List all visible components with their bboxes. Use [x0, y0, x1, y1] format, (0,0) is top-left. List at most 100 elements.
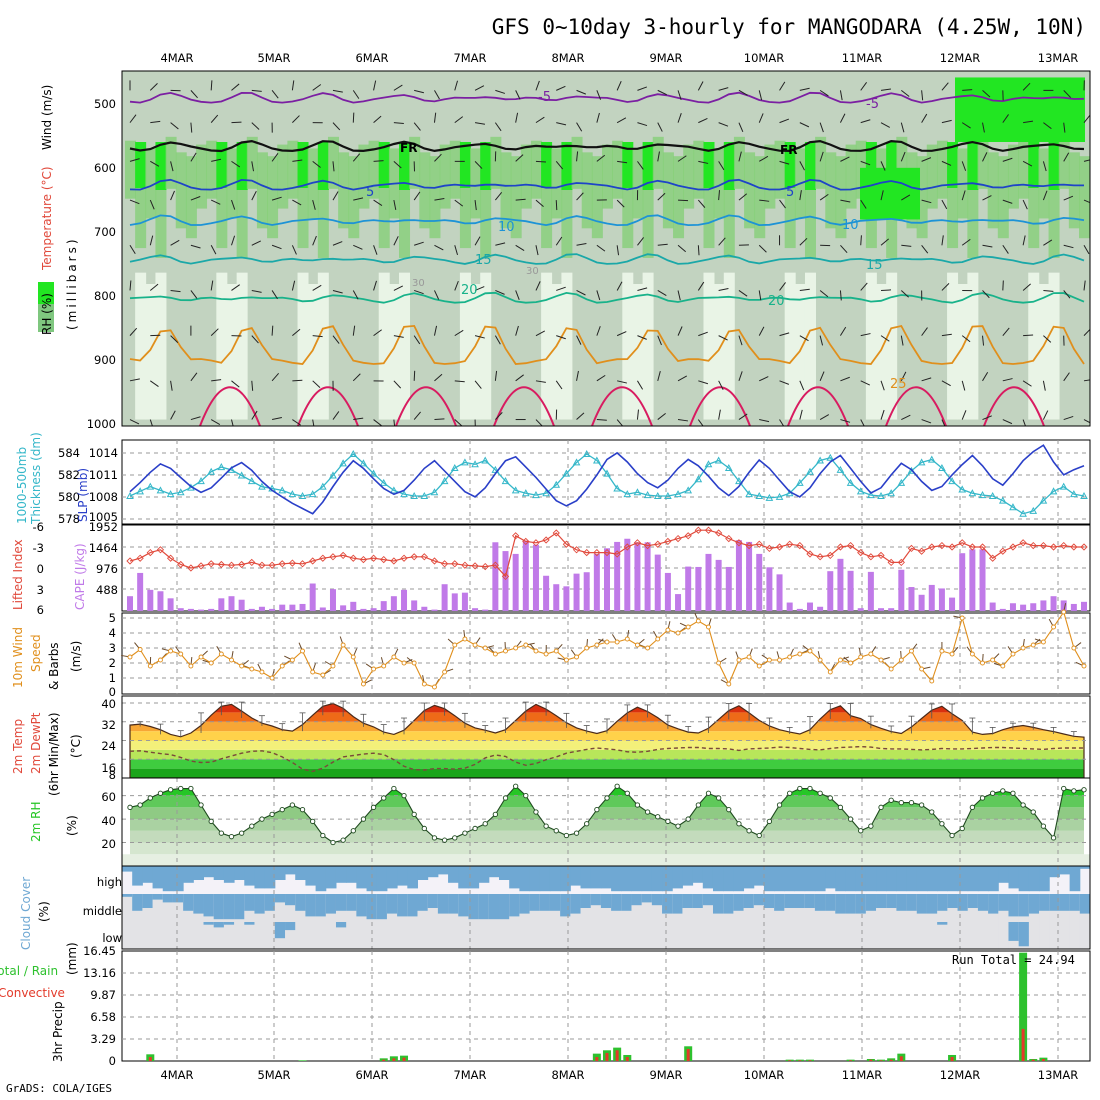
cape-bar: [248, 608, 255, 611]
wind-barb: [231, 199, 236, 210]
lifted-index-marker: [989, 554, 997, 562]
thickness-marker: [318, 482, 327, 490]
cloud-low-bg: [763, 922, 775, 949]
wind-barb: [880, 238, 890, 246]
wind-barb: [1042, 380, 1046, 391]
cape-bar: [959, 553, 966, 611]
wind-barb: [414, 89, 424, 94]
profile-ytick-800: 800: [94, 289, 116, 303]
wind-barb: [799, 237, 808, 246]
thickness-marker: [542, 489, 550, 497]
rh2m-marker: [1020, 802, 1026, 808]
contour-30-dome: [591, 386, 653, 426]
bottom-date-6: 10MAR: [744, 1068, 784, 1082]
cape-bar: [329, 589, 336, 611]
rh-wet-cell: [470, 148, 482, 219]
wind-barb: [1083, 114, 1090, 123]
wind-barb: [799, 409, 803, 420]
wind-barb: [860, 119, 871, 124]
wind-barb: [819, 193, 829, 201]
cloud-high-bar: [132, 866, 143, 886]
wind-barb: [332, 411, 340, 420]
bottom-date-axis: 4MAR 5MAR 6MAR 7MAR 8MAR 9MAR 10MAR 11MA…: [160, 1068, 1078, 1082]
wind10m-marker: [746, 654, 752, 660]
cape-bar: [421, 606, 428, 611]
rh2m-marker: [1010, 790, 1016, 796]
wind-barb: [393, 335, 404, 338]
cape-label: CAPE (J/kg): [73, 543, 87, 610]
wind-barb: [454, 419, 463, 426]
wind10m-marker: [716, 660, 722, 666]
cape-bar: [492, 542, 499, 611]
wind-barb: [535, 199, 544, 208]
cloud-high-bar: [1049, 866, 1060, 878]
wind-barb: [1002, 419, 1013, 425]
rh2m-marker: [655, 814, 661, 820]
lifted-index-marker: [369, 554, 378, 562]
wind-barb: [515, 374, 524, 382]
wind-barb: [555, 200, 558, 211]
cape-bar: [177, 608, 184, 611]
cloud-high-bar: [590, 866, 602, 889]
wind-barb: [840, 419, 851, 423]
wind-barb: [860, 333, 871, 337]
cape-bar: [532, 544, 539, 611]
wind-barb: [251, 240, 261, 246]
wind10m-marker: [574, 654, 580, 660]
lifted-index-marker: [643, 541, 652, 550]
cloud-high-bar: [193, 866, 205, 880]
rh-saturated-cell: [155, 142, 167, 190]
cloud-high-bar: [509, 866, 520, 889]
wind10m-marker: [391, 654, 397, 660]
thickness-marker: [816, 456, 824, 464]
lifted-index-marker: [339, 551, 347, 560]
wind-barb: [271, 290, 278, 300]
cloud-high-bar: [763, 866, 775, 892]
rh-dry-cell: [216, 272, 228, 420]
cloud-high-bar: [203, 866, 215, 878]
wind-barb: [413, 122, 421, 131]
wind-barb: [515, 112, 519, 123]
rh-wet-cell: [490, 136, 502, 189]
thickness-marker: [572, 458, 581, 466]
cloud-low-bg: [672, 922, 683, 949]
cloud-label-2: (%): [37, 901, 51, 922]
precip-axis: 0 3.29 6.58 9.87 13.16 16.45: [83, 944, 116, 1068]
lifted-index-marker: [278, 560, 286, 568]
cloud-low-bg: [213, 922, 225, 949]
wind10m-marker: [817, 657, 823, 663]
lifted-index-marker: [1039, 541, 1048, 550]
wind-barb: [210, 280, 214, 291]
lifted-index-marker: [725, 534, 733, 543]
wind-barb: [190, 196, 201, 201]
precip-tick-1: 3.29: [90, 1032, 116, 1046]
rh2m-marker: [340, 837, 346, 843]
rh-wet-cell: [135, 160, 147, 249]
rh-dry-cell: [378, 272, 390, 420]
wind-barb: [880, 88, 891, 91]
rh2m-marker: [675, 823, 681, 829]
wind-barb: [312, 419, 315, 426]
lifted-index-marker: [745, 541, 753, 550]
wind-barb: [150, 380, 159, 387]
cloud-middle-bar: [580, 894, 592, 908]
thickness-marker: [633, 488, 642, 496]
wind-barb: [576, 290, 586, 296]
cape-bar: [949, 597, 956, 611]
wind-barb: [901, 244, 912, 247]
wind-barb: [210, 114, 219, 123]
precip-total-bar: [298, 1060, 307, 1061]
wind10m-marker: [980, 660, 985, 666]
temp-tick-16: 16: [101, 761, 116, 775]
rh-saturated-cell: [480, 142, 492, 190]
cloud-low-bar: [1008, 922, 1020, 941]
cloud-middle-bg: [590, 894, 602, 922]
wind-barb: [271, 416, 282, 421]
rh2m-marker: [1040, 823, 1047, 829]
cape-bar: [553, 584, 560, 611]
lifted-index-marker: [359, 555, 368, 564]
wind10m-marker: [848, 660, 854, 666]
wind10m-marker: [1030, 642, 1036, 648]
bottom-date-8: 12MAR: [940, 1068, 980, 1082]
wind-barb: [921, 113, 928, 123]
